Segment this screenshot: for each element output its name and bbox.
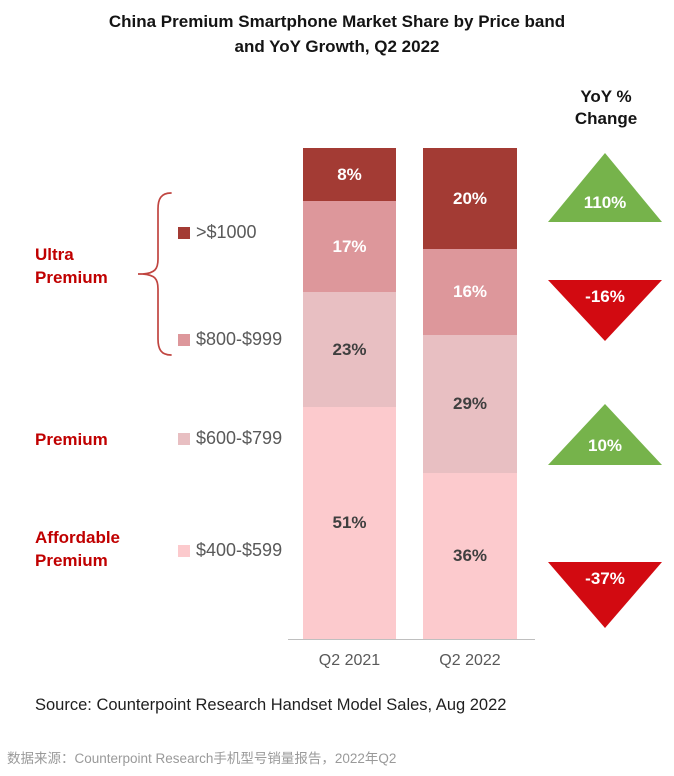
yoy-value-label: 110%: [583, 193, 627, 212]
legend-item-400-599: $400-$599: [178, 540, 282, 561]
source-note: Source: Counterpoint Research Handset Mo…: [35, 696, 507, 714]
yoy-value-label: -16%: [585, 287, 625, 306]
legend-label-over-1000: >$1000: [196, 222, 257, 242]
chart-title-line2: and YoY Growth, Q2 2022: [234, 37, 440, 56]
bar-segment: 23%: [303, 291, 396, 408]
yoy-header-line2: Change: [574, 109, 638, 128]
legend-label-600-799: $600-$799: [196, 428, 283, 448]
legend-swatch-800-999: [178, 333, 190, 346]
legend-label-400-599: $400-$599: [196, 540, 283, 560]
legend-item-800-999: $800-$999: [178, 329, 282, 350]
bar-segment: 36%: [423, 472, 517, 640]
bar-segment-value: 51%: [332, 513, 367, 533]
yoy-value-label: -37%: [585, 569, 625, 588]
x-axis-label-q2-2021: Q2 2021: [318, 652, 381, 669]
bar-segment: 16%: [423, 249, 517, 335]
stacked-bar-q2-2022: 20% 16% 29% 36%: [423, 148, 517, 640]
band-label-affordable-premium: Affordable Premium: [35, 528, 120, 570]
x-axis-line: [288, 639, 535, 640]
bar-segment-value: 23%: [332, 339, 367, 359]
bar-segment-value: 17%: [332, 236, 367, 256]
bar-segment-value: 36%: [452, 545, 488, 565]
bar-segment: 29%: [423, 334, 517, 473]
yoy-header-line1: YoY %: [580, 87, 632, 106]
yoy-value-label: 10%: [587, 436, 623, 455]
yoy-triangle-600-799: 10%: [548, 404, 662, 465]
legend-item-over-1000: >$1000: [178, 222, 257, 243]
legend-swatch-over-1000: [178, 226, 190, 239]
bar-segment-value: 8%: [337, 164, 362, 184]
legend-label-800-999: $800-$999: [196, 329, 283, 349]
stacked-bar-q2-2021: 8% 17% 23% 51%: [303, 148, 396, 640]
yoy-triangle-ultra-premium-over-1000: 110%: [548, 153, 662, 222]
yoy-column-header: YoY % Change: [548, 86, 664, 130]
source-note-chinese: 数据来源：Counterpoint Research手机型号销量报告，2022年…: [7, 751, 397, 766]
chart-title-line1: China Premium Smartphone Market Share by…: [108, 12, 566, 31]
bar-segment: 51%: [303, 407, 396, 640]
chart-title: China Premium Smartphone Market Share by…: [0, 9, 674, 59]
bar-segment-value: 20%: [452, 188, 488, 208]
bar-segment: 8%: [303, 148, 396, 202]
band-label-ultra-premium: Ultra Premium: [35, 245, 108, 287]
yoy-triangle-800-999: -16%: [548, 280, 662, 341]
ultra-premium-brace: [138, 192, 172, 356]
bar-segment-value: 16%: [452, 281, 488, 301]
band-label-premium: Premium: [35, 430, 108, 449]
bar-segment: 17%: [303, 201, 396, 292]
x-axis-label-q2-2022: Q2 2022: [439, 652, 501, 669]
legend-item-600-799: $600-$799: [178, 428, 282, 449]
legend-swatch-400-599: [178, 544, 190, 557]
legend-swatch-600-799: [178, 432, 190, 445]
yoy-triangle-400-599: -37%: [548, 562, 662, 628]
bar-segment: 20%: [423, 148, 517, 250]
bar-segment-value: 29%: [452, 393, 488, 413]
